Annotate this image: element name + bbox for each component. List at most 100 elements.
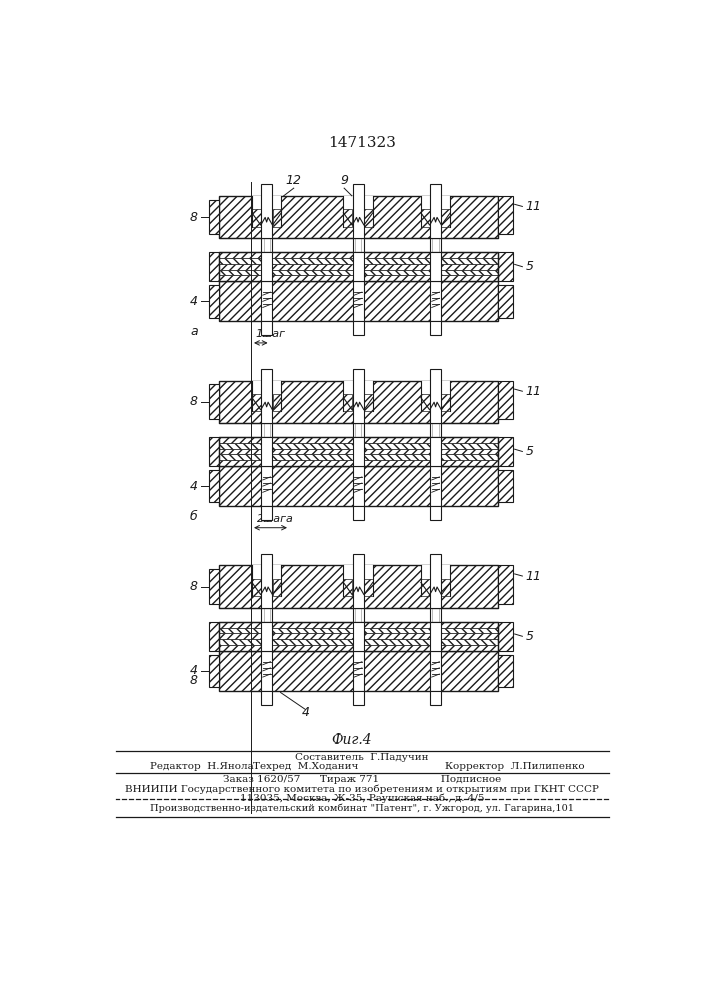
Bar	[218, 270, 498, 275]
Polygon shape	[441, 209, 450, 227]
Bar	[218, 460, 498, 466]
Bar	[430, 622, 441, 651]
Bar	[353, 437, 363, 466]
Polygon shape	[440, 213, 450, 227]
Bar	[261, 369, 272, 423]
Text: 5: 5	[525, 445, 534, 458]
Bar	[353, 608, 363, 622]
Polygon shape	[421, 213, 431, 227]
Bar	[353, 369, 363, 423]
Text: Редактор  Н.Янола: Редактор Н.Янола	[151, 762, 254, 771]
Polygon shape	[344, 398, 354, 411]
Polygon shape	[363, 398, 373, 411]
Text: 4: 4	[189, 295, 198, 308]
Bar	[261, 321, 272, 335]
Text: 5: 5	[525, 260, 534, 273]
Text: 11: 11	[525, 570, 542, 583]
Bar	[252, 381, 281, 411]
Bar	[209, 655, 218, 687]
Polygon shape	[421, 582, 431, 596]
Bar	[498, 655, 513, 687]
Bar	[218, 565, 498, 608]
Bar	[218, 381, 498, 423]
Bar	[209, 384, 218, 419]
Bar	[218, 454, 498, 460]
Bar	[430, 691, 441, 705]
Text: Производственно-издательский комбинат "Патент", г. Ужгород, ул. Гагарина,101: Производственно-издательский комбинат "П…	[150, 803, 574, 813]
Bar	[430, 238, 441, 252]
Polygon shape	[252, 582, 262, 596]
Bar	[218, 196, 498, 238]
Text: 1шаг: 1шаг	[255, 329, 285, 339]
Bar	[353, 554, 363, 608]
Bar	[353, 651, 363, 691]
Text: 12: 12	[286, 174, 302, 187]
Bar	[498, 285, 513, 318]
Bar	[498, 622, 513, 651]
Bar	[218, 622, 498, 651]
Bar	[209, 470, 218, 502]
Polygon shape	[272, 394, 281, 411]
Bar	[498, 196, 513, 234]
Bar	[430, 281, 441, 321]
Bar	[261, 281, 272, 321]
Bar	[430, 184, 441, 238]
Polygon shape	[440, 398, 450, 411]
Polygon shape	[421, 209, 430, 227]
Text: 4: 4	[189, 480, 198, 493]
Bar	[218, 633, 498, 639]
Bar	[344, 196, 373, 227]
Bar	[421, 196, 450, 227]
Polygon shape	[364, 394, 373, 411]
Bar	[353, 184, 363, 238]
Bar	[218, 281, 498, 321]
Bar	[218, 449, 498, 454]
Bar	[430, 369, 441, 423]
Polygon shape	[344, 209, 352, 227]
Polygon shape	[364, 579, 373, 596]
Bar	[353, 506, 363, 520]
Bar	[353, 622, 363, 651]
Bar	[261, 466, 272, 506]
Bar	[353, 238, 363, 252]
Bar	[218, 252, 498, 281]
Bar	[261, 554, 272, 608]
Text: 113035, Москва, Ж-35, Раушская наб., д. 4/5: 113035, Москва, Ж-35, Раушская наб., д. …	[240, 794, 484, 803]
Polygon shape	[363, 582, 373, 596]
Text: 4: 4	[189, 664, 198, 677]
Bar	[218, 622, 498, 628]
Bar	[209, 622, 218, 651]
Bar	[498, 381, 513, 419]
Bar	[261, 622, 272, 651]
Polygon shape	[272, 209, 281, 227]
Polygon shape	[421, 579, 430, 596]
Bar	[430, 651, 441, 691]
Bar	[430, 423, 441, 437]
Bar	[218, 437, 498, 443]
Text: 8: 8	[189, 580, 198, 593]
Polygon shape	[271, 582, 281, 596]
Bar	[218, 651, 498, 691]
Bar	[209, 200, 218, 234]
Bar	[430, 321, 441, 335]
Polygon shape	[421, 394, 430, 411]
Bar	[430, 252, 441, 281]
Text: Заказ 1620/57      Тираж 771                   Подписное: Заказ 1620/57 Тираж 771 Подписное	[223, 775, 501, 784]
Text: 8: 8	[189, 395, 198, 408]
Polygon shape	[252, 213, 262, 227]
Bar	[218, 645, 498, 651]
Text: 8: 8	[189, 211, 198, 224]
Bar	[353, 252, 363, 281]
Bar	[261, 437, 272, 466]
Bar	[353, 321, 363, 335]
Text: Корректор  Л.Пилипенко: Корректор Л.Пилипенко	[445, 762, 585, 771]
Bar	[353, 423, 363, 437]
Bar	[430, 466, 441, 506]
Bar	[430, 608, 441, 622]
Bar	[498, 470, 513, 502]
Bar	[218, 639, 498, 645]
Polygon shape	[252, 398, 262, 411]
Bar	[261, 252, 272, 281]
Bar	[209, 569, 218, 604]
Bar	[218, 443, 498, 449]
